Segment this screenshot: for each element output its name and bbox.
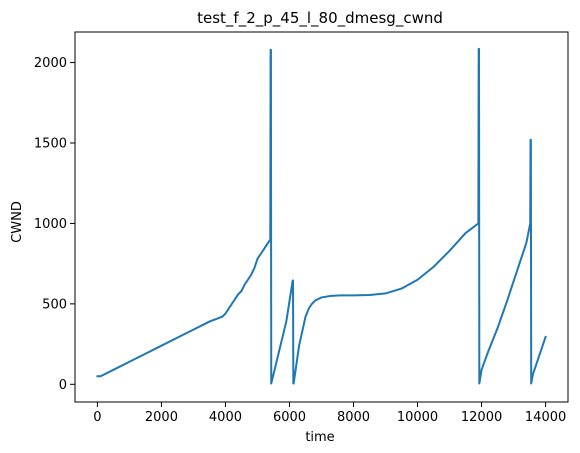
chart-title: test_f_2_p_45_l_80_dmesg_cwnd [197,9,443,28]
x-tick-label: 8000 [337,410,370,425]
plot-frame [74,31,569,403]
y-tick-label: 2000 [34,56,67,71]
series-line-1 [96,47,547,385]
x-tick-label: 6000 [273,410,306,425]
y-tick-label: 1500 [34,137,67,152]
series-layer [96,47,547,385]
y-tick-label: 1000 [34,217,67,232]
x-tick-label: 10000 [397,410,438,425]
y-tick-label: 500 [42,297,67,312]
x-tick-label: 4000 [209,410,242,425]
axes-layer: 0 2000 4000 6000 8000 10000 12000 14000 0 500 1000… [34,31,569,425]
y-axis-label: CWND [10,201,25,243]
x-axis-label: time [305,430,334,445]
x-tick-label: 12000 [461,410,502,425]
y-tick-label: 0 [59,378,67,393]
x-tick-label: 2000 [145,410,178,425]
x-tick-label: 0 [93,410,101,425]
x-tick-label: 14000 [525,410,566,425]
